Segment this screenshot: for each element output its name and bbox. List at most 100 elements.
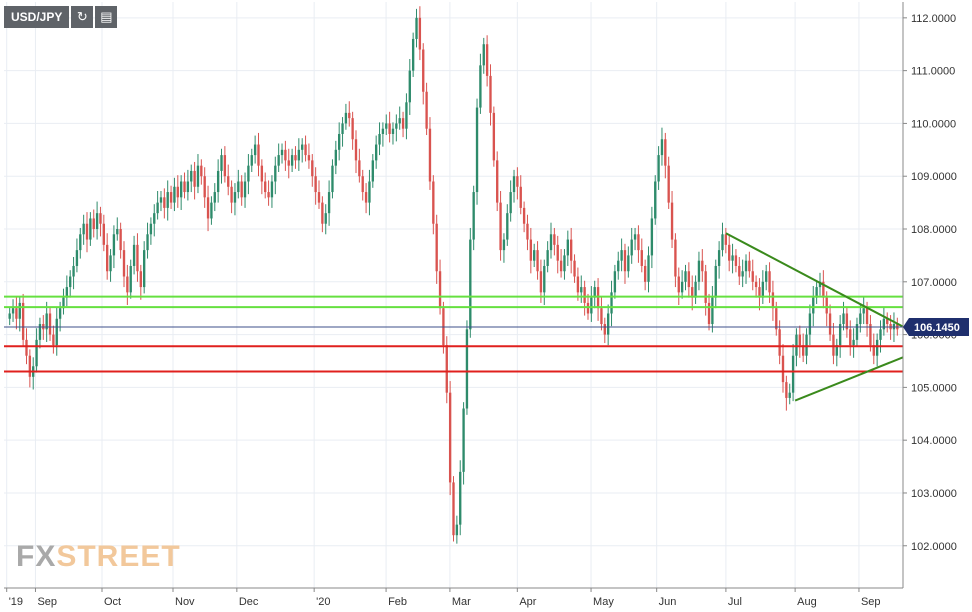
candle-body [788, 392, 791, 398]
candle-body [338, 133, 341, 150]
candle-body [233, 192, 237, 203]
candle-body [223, 155, 227, 177]
candle-body [294, 155, 297, 161]
candle-body [845, 313, 849, 330]
candle-body [277, 155, 280, 166]
y-tick-label: 108.0000 [911, 224, 957, 236]
candle-body [516, 176, 519, 187]
candle-body [132, 244, 136, 266]
candle-body [418, 17, 422, 50]
candle-body [203, 176, 206, 198]
candle-body [341, 123, 344, 134]
candle-body [85, 223, 89, 240]
candle-body [220, 155, 223, 171]
candle-body [506, 213, 509, 240]
candle-body [849, 329, 852, 346]
candle-body [751, 271, 754, 282]
candle-body [69, 276, 72, 288]
candle-body [701, 260, 704, 272]
candle-body [58, 308, 62, 319]
candle-body [327, 192, 331, 214]
candle-body [159, 197, 163, 203]
candle-body [405, 102, 408, 129]
candle-body [210, 202, 213, 219]
candle-body [603, 324, 606, 335]
candle-body [812, 297, 815, 314]
refresh-icon[interactable]: ↻ [71, 6, 94, 28]
candle-body [596, 287, 600, 309]
candle-body [136, 244, 139, 272]
candle-body [754, 281, 758, 288]
candle-body [822, 281, 825, 298]
candle-body [89, 218, 92, 240]
candle-body [852, 339, 855, 346]
candle-body [680, 281, 684, 293]
candle-body [368, 181, 371, 203]
candle-body [455, 524, 459, 536]
candle-body [324, 213, 327, 224]
candle-body [546, 250, 549, 266]
candle-body [862, 308, 865, 314]
candle-body [264, 181, 267, 193]
candle-body [364, 192, 368, 203]
candle-body [425, 91, 428, 129]
candle-body [301, 144, 304, 150]
candle-body [354, 139, 358, 161]
candle-body [250, 155, 253, 166]
candle-body [260, 165, 264, 182]
candle-body [401, 118, 405, 129]
candle-body [865, 308, 869, 325]
x-tick-label: '20 [316, 596, 330, 608]
candle-body [196, 165, 200, 187]
candle-body [519, 186, 522, 208]
candle-body [92, 218, 95, 230]
candle-body [472, 192, 475, 240]
candle-body [25, 339, 28, 356]
candle-body [613, 271, 617, 293]
candle-body [129, 265, 132, 293]
candle-body [717, 250, 721, 266]
x-tick-label: '19 [9, 596, 23, 608]
candle-body [331, 165, 334, 193]
candle-body [280, 149, 284, 156]
candle-body [818, 281, 822, 288]
candle-body [808, 313, 812, 335]
candle-body [176, 186, 179, 198]
candle-body [304, 144, 307, 156]
candle-body [156, 202, 159, 214]
candle-body [825, 297, 828, 314]
candle-body [785, 382, 788, 398]
y-tick-label: 105.0000 [911, 382, 957, 394]
x-tick-label: Mar [452, 596, 471, 608]
candle-body [744, 260, 748, 272]
y-tick-label: 104.0000 [911, 435, 957, 447]
candle-body [11, 308, 15, 314]
candle-body [586, 302, 590, 314]
candle-body [778, 329, 781, 356]
indicators-icon[interactable]: ▤ [95, 6, 118, 28]
candle-body [344, 112, 348, 124]
candle-body [52, 334, 55, 346]
candle-body [314, 176, 317, 193]
candle-body [334, 149, 337, 166]
x-tick-label: Aug [797, 596, 817, 608]
candle-body [765, 271, 768, 282]
candle-body [791, 355, 795, 393]
candle-body [183, 181, 186, 193]
candle-body [801, 345, 805, 356]
candle-body [149, 223, 153, 235]
candle-body [55, 318, 58, 346]
y-tick-label: 109.0000 [911, 171, 957, 183]
y-tick-label: 110.0000 [911, 118, 956, 130]
x-tick-label: Feb [388, 596, 407, 608]
candle-body [179, 181, 183, 198]
candle-body [522, 207, 526, 224]
candle-body [556, 244, 559, 261]
candle-body [8, 313, 11, 319]
candle-body [422, 49, 425, 92]
candle-body [99, 213, 102, 224]
candle-body [728, 244, 731, 261]
symbol-label[interactable]: USD/JPY [4, 6, 70, 28]
candle-body [576, 276, 580, 293]
